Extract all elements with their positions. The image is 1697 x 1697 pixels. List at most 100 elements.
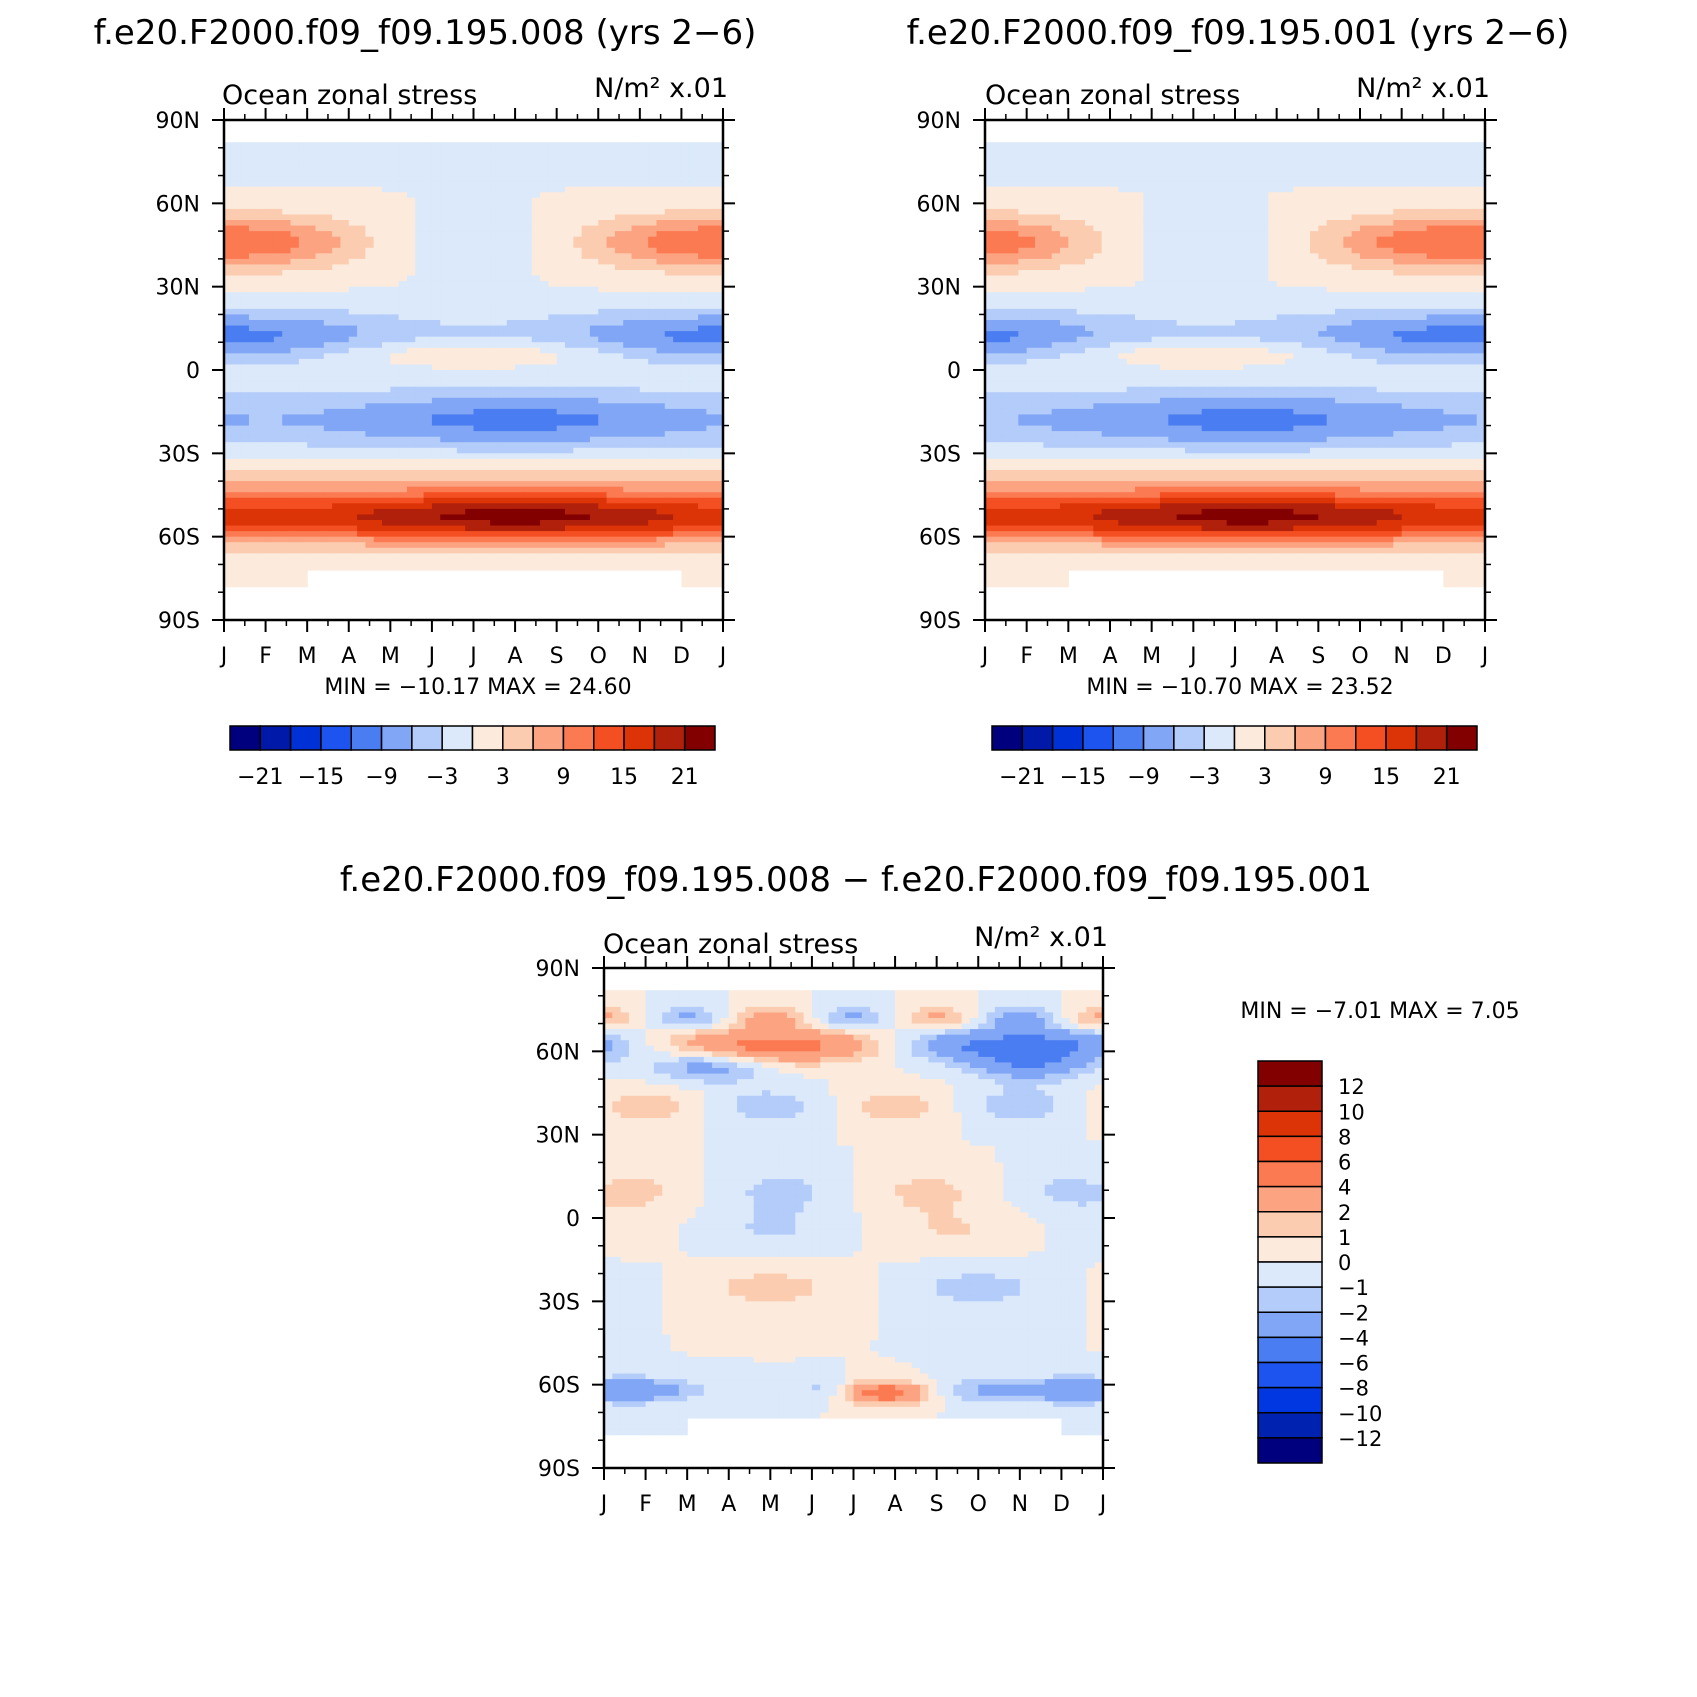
field-cell bbox=[315, 381, 325, 388]
field-cell bbox=[406, 225, 416, 232]
field-cell bbox=[581, 214, 591, 221]
field-cell bbox=[456, 403, 466, 410]
field-cell bbox=[340, 336, 350, 343]
field-cell bbox=[714, 486, 724, 493]
field-cell bbox=[348, 375, 358, 382]
field-cell bbox=[448, 231, 458, 238]
field-cell bbox=[307, 253, 317, 260]
field-cell bbox=[340, 531, 350, 538]
field-cell bbox=[282, 142, 292, 149]
field-cell bbox=[689, 358, 699, 366]
field-cell bbox=[540, 164, 549, 171]
field-cell bbox=[315, 292, 325, 299]
field-cell bbox=[531, 547, 541, 554]
field-cell bbox=[490, 303, 500, 310]
field-cell bbox=[248, 497, 258, 504]
field-cell bbox=[481, 270, 491, 277]
field-cell bbox=[564, 564, 574, 571]
field-cell bbox=[332, 186, 342, 193]
field-cell bbox=[224, 292, 233, 299]
field-cell bbox=[248, 397, 258, 404]
field-cell bbox=[365, 431, 375, 438]
panel-008: f.e20.F2000.f09_f09.195.008 (yrs 2−6) Oc… bbox=[94, 13, 757, 790]
field-cell bbox=[265, 286, 275, 293]
field-cell bbox=[423, 481, 433, 488]
field-cell bbox=[423, 175, 433, 182]
field-cell bbox=[498, 186, 508, 193]
field-cell bbox=[248, 408, 258, 416]
field-cell bbox=[290, 314, 300, 321]
field-cell bbox=[465, 458, 475, 466]
field-cell bbox=[357, 208, 366, 216]
field-cell bbox=[589, 353, 599, 360]
field-cell bbox=[639, 158, 649, 166]
field-cell bbox=[340, 458, 350, 466]
field-cell bbox=[315, 420, 325, 427]
field-cell bbox=[498, 353, 508, 360]
field-cell bbox=[265, 297, 275, 304]
field-cell bbox=[1201, 147, 1211, 154]
field-cell bbox=[448, 303, 458, 310]
field-cell bbox=[573, 336, 583, 343]
field-cell bbox=[515, 186, 524, 193]
field-cell bbox=[531, 475, 541, 482]
field-cell bbox=[473, 508, 483, 516]
field-cell bbox=[689, 581, 699, 588]
field-cell bbox=[506, 225, 516, 232]
field-cell bbox=[406, 186, 416, 193]
field-cell bbox=[1443, 142, 1453, 149]
field-cell bbox=[406, 508, 416, 516]
field-cell bbox=[257, 575, 267, 582]
field-cell bbox=[373, 397, 383, 404]
field-cell bbox=[265, 447, 275, 454]
field-cell bbox=[473, 364, 483, 371]
field-cell bbox=[290, 431, 300, 438]
field-cell bbox=[589, 153, 599, 160]
x-tick-label: J bbox=[427, 644, 436, 669]
field-cell bbox=[448, 264, 458, 271]
field-cell bbox=[332, 431, 342, 438]
field-cell bbox=[1043, 142, 1053, 149]
field-cell bbox=[307, 531, 317, 538]
field-cell bbox=[357, 303, 366, 310]
field-cell bbox=[473, 347, 483, 354]
field-cell bbox=[606, 397, 616, 404]
field-cell bbox=[415, 347, 425, 354]
field-cell bbox=[465, 275, 475, 282]
field-cell bbox=[698, 425, 707, 432]
field-cell bbox=[706, 458, 716, 466]
field-cell bbox=[573, 364, 583, 371]
field-cell bbox=[290, 164, 300, 171]
field-cell bbox=[398, 531, 408, 538]
field-cell bbox=[323, 547, 333, 554]
field-cell bbox=[506, 231, 516, 238]
field-cell bbox=[456, 331, 466, 338]
field-cell bbox=[473, 420, 483, 427]
field-cell bbox=[398, 514, 408, 521]
field-cell bbox=[523, 547, 533, 554]
field-cell bbox=[515, 442, 524, 449]
field-cell bbox=[431, 281, 441, 288]
field-cell bbox=[298, 442, 308, 449]
field-cell bbox=[589, 270, 599, 277]
field-cell bbox=[257, 503, 267, 510]
field-cell bbox=[689, 447, 699, 454]
field-cell bbox=[589, 564, 599, 571]
field-cell bbox=[332, 281, 342, 288]
field-cell bbox=[698, 436, 707, 443]
field-cell bbox=[390, 270, 400, 277]
field-cell bbox=[498, 436, 508, 443]
field-cell bbox=[282, 281, 292, 288]
field-cell bbox=[656, 531, 666, 538]
field-cell bbox=[332, 453, 342, 460]
field-cell bbox=[531, 481, 541, 488]
field-cell bbox=[282, 347, 292, 354]
field-cell bbox=[240, 492, 250, 499]
field-cell bbox=[673, 170, 683, 177]
field-cell bbox=[589, 420, 599, 427]
field-cell bbox=[398, 447, 408, 454]
field-cell bbox=[714, 242, 724, 249]
field-cell bbox=[348, 408, 358, 416]
field-cell bbox=[456, 353, 466, 360]
field-cell bbox=[673, 325, 683, 332]
